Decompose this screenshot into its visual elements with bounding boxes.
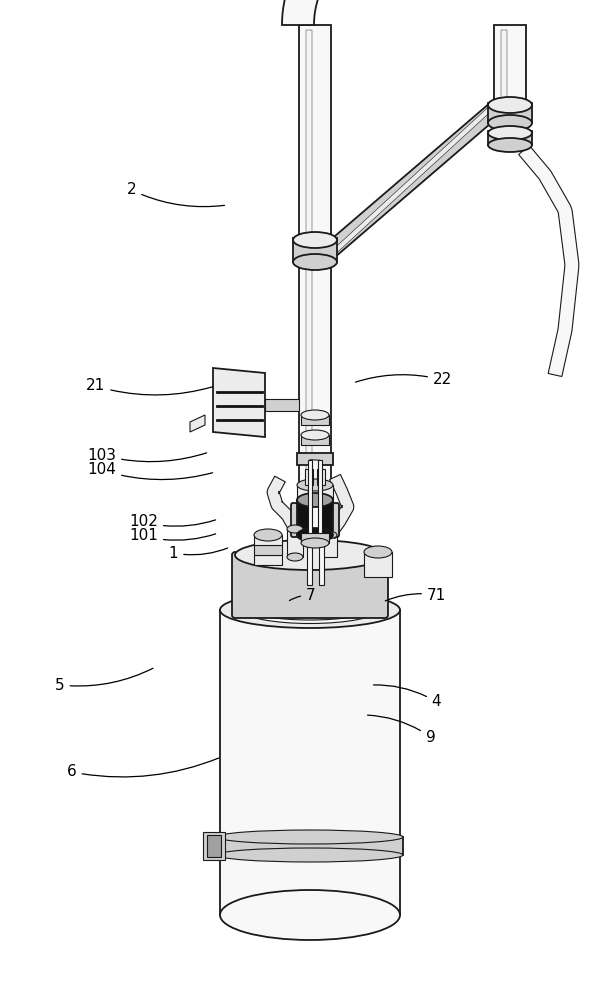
Ellipse shape — [301, 538, 329, 548]
Ellipse shape — [297, 493, 333, 507]
Ellipse shape — [293, 254, 337, 270]
Bar — [207, 835, 221, 857]
FancyBboxPatch shape — [291, 503, 339, 537]
Text: 9: 9 — [368, 715, 435, 744]
Polygon shape — [287, 529, 303, 557]
Ellipse shape — [293, 232, 337, 248]
Polygon shape — [323, 535, 337, 557]
Text: 104: 104 — [87, 462, 213, 480]
Bar — [254, 555, 282, 565]
Polygon shape — [213, 368, 265, 437]
Polygon shape — [332, 106, 493, 254]
Ellipse shape — [254, 529, 282, 541]
Ellipse shape — [488, 126, 532, 140]
Bar — [254, 545, 282, 555]
Bar — [293, 238, 337, 262]
Ellipse shape — [301, 430, 329, 440]
Text: 102: 102 — [129, 514, 216, 530]
Bar — [301, 533, 329, 543]
Polygon shape — [319, 535, 324, 585]
Ellipse shape — [364, 546, 392, 558]
Bar — [488, 103, 532, 123]
Text: 21: 21 — [86, 378, 213, 395]
Text: 6: 6 — [67, 758, 219, 780]
Polygon shape — [518, 145, 579, 377]
Bar — [488, 131, 532, 145]
Ellipse shape — [220, 890, 400, 940]
Polygon shape — [306, 245, 312, 495]
Ellipse shape — [287, 553, 303, 561]
Ellipse shape — [217, 830, 403, 844]
Polygon shape — [326, 104, 499, 256]
Text: 71: 71 — [385, 587, 446, 602]
Text: 2: 2 — [127, 182, 224, 207]
Polygon shape — [318, 460, 322, 537]
Ellipse shape — [297, 528, 333, 542]
Polygon shape — [325, 474, 354, 538]
Ellipse shape — [297, 479, 333, 491]
Bar — [220, 610, 400, 915]
Text: 5: 5 — [55, 668, 153, 692]
Ellipse shape — [243, 596, 377, 624]
Text: 22: 22 — [355, 372, 452, 387]
Ellipse shape — [220, 592, 400, 628]
Ellipse shape — [235, 540, 385, 570]
Bar — [301, 415, 329, 425]
FancyBboxPatch shape — [232, 552, 388, 618]
Bar — [203, 832, 225, 860]
Polygon shape — [265, 399, 299, 411]
Ellipse shape — [323, 532, 337, 538]
Bar — [301, 435, 329, 445]
Polygon shape — [364, 552, 392, 577]
Bar — [317, 469, 325, 485]
Polygon shape — [299, 240, 331, 500]
Bar — [254, 535, 282, 545]
Ellipse shape — [287, 525, 303, 533]
Polygon shape — [267, 476, 300, 532]
Bar — [217, 837, 403, 855]
Ellipse shape — [217, 848, 403, 862]
Polygon shape — [494, 25, 526, 145]
Bar — [297, 453, 333, 465]
Ellipse shape — [488, 138, 532, 152]
Text: 7: 7 — [289, 587, 316, 602]
Ellipse shape — [301, 410, 329, 420]
Polygon shape — [299, 25, 331, 240]
Text: 1: 1 — [169, 546, 228, 560]
Bar — [297, 500, 333, 535]
Bar — [297, 485, 333, 505]
Ellipse shape — [252, 600, 368, 620]
Polygon shape — [501, 30, 507, 140]
Ellipse shape — [488, 97, 532, 113]
Text: 4: 4 — [374, 685, 441, 710]
Text: 103: 103 — [87, 448, 207, 462]
Polygon shape — [308, 460, 320, 535]
Bar — [305, 469, 313, 485]
Polygon shape — [190, 415, 205, 432]
Polygon shape — [307, 535, 312, 585]
Polygon shape — [282, 0, 400, 25]
Polygon shape — [306, 30, 312, 235]
Polygon shape — [308, 460, 312, 537]
Text: 101: 101 — [129, 528, 216, 544]
Ellipse shape — [488, 115, 532, 131]
